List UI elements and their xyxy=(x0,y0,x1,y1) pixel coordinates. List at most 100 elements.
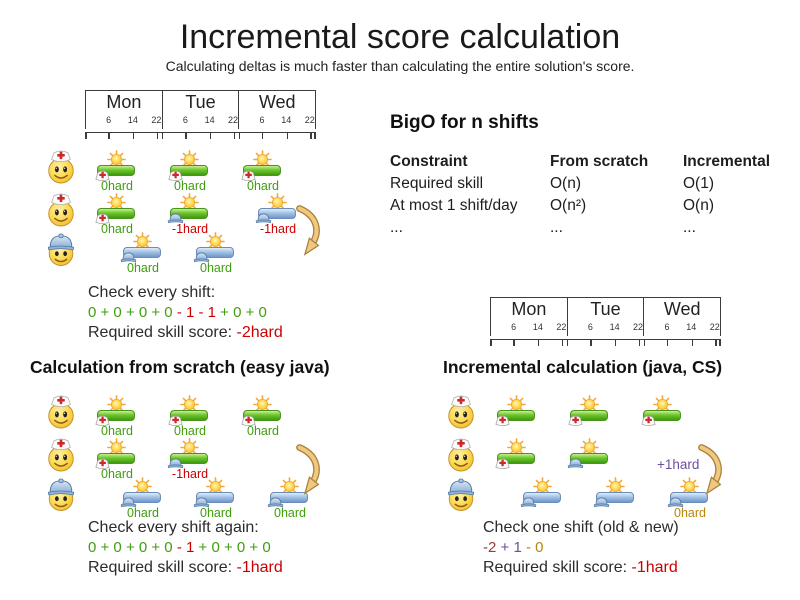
bigo-col-constraint: Constraint xyxy=(390,153,468,170)
bigo-cell: O(n) xyxy=(683,197,714,214)
hard-hat-icon xyxy=(567,455,584,471)
bigo-heading: BigO for n shifts xyxy=(390,112,539,133)
schedule-row-builder: 0hard xyxy=(445,478,765,522)
bigo-cell: O(n) xyxy=(550,175,581,192)
shift-wed: 0hard xyxy=(243,153,283,195)
move-delta-label: +1hard xyxy=(657,457,700,472)
nurse-face-icon xyxy=(45,394,77,430)
bigo-cell: Required skill xyxy=(390,175,484,192)
score-line: Required skill score: -2hard xyxy=(88,324,283,341)
shift-bar xyxy=(596,492,634,503)
timeline-ruler xyxy=(490,339,721,348)
shift-mon xyxy=(497,441,537,483)
shift-mon-pm xyxy=(523,480,563,522)
shift-score: 0hard xyxy=(101,222,133,236)
check-title: Check one shift (old & new) xyxy=(483,519,679,536)
shift-bar xyxy=(123,492,161,503)
shift-score: 0hard xyxy=(101,467,133,481)
move-arrow-icon xyxy=(697,443,724,497)
shift-bar xyxy=(523,492,561,503)
shift-score: 0hard xyxy=(247,179,279,193)
shift-score: -1hard xyxy=(171,467,209,481)
nurse-face-icon xyxy=(445,437,477,473)
schedule-row-nurse-b: 0hard -1hard xyxy=(45,439,365,483)
shift-score: 0hard xyxy=(174,424,206,438)
timeline-day-mon: Mon 6 14 22 xyxy=(85,91,162,129)
shift-score: 0hard xyxy=(127,506,159,520)
scratch-check-text: Check every shift again: 0 + 0 + 0 + 0 -… xyxy=(88,518,283,578)
shift-bar xyxy=(97,453,135,464)
check-title: Check every shift: xyxy=(88,284,216,301)
shift-wed: 0hard xyxy=(243,398,283,440)
score-sum: 0 + 0 + 0 + 0 - 1 + 0 + 0 + 0 xyxy=(88,539,271,556)
move-arrow-icon xyxy=(295,443,322,497)
shift-mon: 0hard xyxy=(97,153,137,195)
shift-wed xyxy=(643,398,683,440)
incremental-schedule: 0hard +1hard xyxy=(445,393,765,535)
shift-bar xyxy=(243,165,281,176)
shift-mon-pm: 0hard xyxy=(123,235,163,277)
timeline-initial: Mon 6 14 22 Tue 6 14 22 Wed 6 14 22 xyxy=(85,90,317,141)
shift-wed-moved: -1hard xyxy=(258,196,298,238)
shift-score: 0hard xyxy=(101,424,133,438)
incremental-check-text: Check one shift (old & new) -2 + 1 - 0 R… xyxy=(483,518,679,578)
nurse-face-icon xyxy=(45,149,77,185)
schedule-row-nurse-a xyxy=(445,396,765,440)
shift-score: -1hard xyxy=(259,222,297,236)
incremental-heading: Incremental calculation (java, CS) xyxy=(443,357,723,377)
nurse-face-icon xyxy=(45,437,77,473)
initial-schedule: 0hard 0hard 0hard 0hard xyxy=(45,148,365,290)
schedule-row-builder: 0hard 0hard xyxy=(45,233,365,277)
bigo-col-incremental: Incremental xyxy=(683,153,771,170)
shift-bar xyxy=(196,247,234,258)
score-value: -1hard xyxy=(631,559,678,576)
timeline-day-tue: Tue 6 14 22 xyxy=(161,91,239,129)
schedule-row-nurse-b: 0hard -1hard -1hard xyxy=(45,194,365,238)
timeline-ruler xyxy=(85,132,316,141)
shift-bar xyxy=(643,410,681,421)
shift-mon-pm: 0hard xyxy=(123,480,163,522)
shift-tue: 0hard xyxy=(170,153,210,195)
hard-hat-icon xyxy=(593,494,610,510)
shift-bar xyxy=(270,492,308,503)
bigo-cell: ... xyxy=(683,219,696,236)
shift-mon xyxy=(497,398,537,440)
shift-score: 0hard xyxy=(200,261,232,275)
shift-bar xyxy=(258,208,296,219)
timeline-day-wed: Wed 6 14 22 xyxy=(238,91,317,129)
scratch-schedule: 0hard 0hard 0hard 0hard xyxy=(45,393,365,535)
nurse-face-icon xyxy=(45,192,77,228)
shift-bar xyxy=(97,410,135,421)
shift-score: 0hard xyxy=(101,179,133,193)
page-subtitle: Calculating deltas is much faster than c… xyxy=(165,58,635,74)
shift-wed-pm-moved: 0hard xyxy=(670,480,710,522)
shift-wed-pm: 0hard xyxy=(270,480,310,522)
bigo-cell: ... xyxy=(550,219,563,236)
shift-score: 0hard xyxy=(127,261,159,275)
score-value: -1hard xyxy=(236,559,283,576)
initial-check-text: Check every shift: 0 + 0 + 0 + 0 - 1 - 1… xyxy=(88,283,283,343)
shift-tue xyxy=(570,398,610,440)
shift-tue: 0hard xyxy=(170,398,210,440)
timeline-day-mon: Mon 6 14 22 xyxy=(490,298,567,336)
shift-score: 0hard xyxy=(247,424,279,438)
shift-bar xyxy=(123,247,161,258)
nurse-cap-icon xyxy=(640,412,657,428)
schedule-row-nurse-a: 0hard 0hard 0hard xyxy=(45,151,365,195)
shift-bar xyxy=(497,410,535,421)
shift-tue-pm xyxy=(596,480,636,522)
schedule-row-builder: 0hard 0hard 0hard xyxy=(45,478,365,522)
shift-tue-pm: 0hard xyxy=(196,235,236,277)
schedule-row-nurse-b xyxy=(445,439,765,483)
timeline-incremental: Mon 6 14 22 Tue 6 14 22 Wed 6 14 22 xyxy=(490,297,722,348)
shift-score: -1hard xyxy=(171,222,209,236)
nurse-cap-icon xyxy=(567,412,584,428)
shift-tue xyxy=(570,441,610,483)
shift-score: 0hard xyxy=(274,506,306,520)
builder-face-icon xyxy=(45,476,77,512)
shift-bar xyxy=(170,453,208,464)
shift-score: 0hard xyxy=(174,179,206,193)
move-arrow-icon xyxy=(295,204,322,258)
shift-tue-pm: 0hard xyxy=(196,480,236,522)
